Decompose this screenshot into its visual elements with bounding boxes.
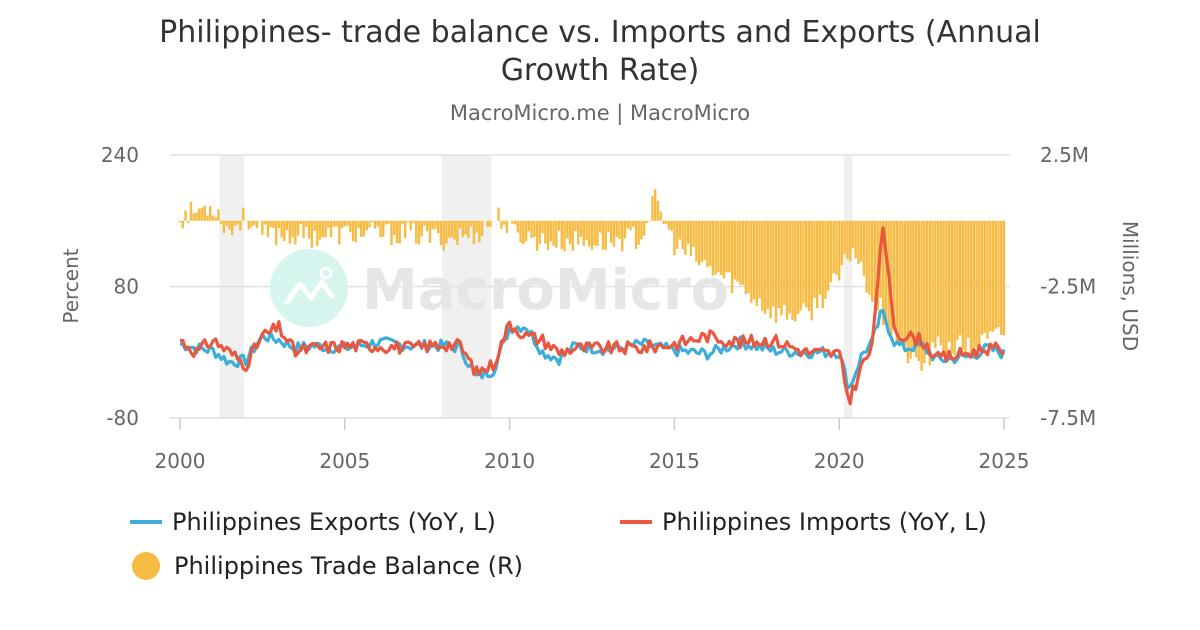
x-axis-tick-label: 2015 — [649, 449, 700, 473]
chart-title-line1: Philippines- trade balance vs. Imports a… — [159, 15, 1041, 50]
right-axis-tick-label: 2.5M — [1040, 143, 1089, 167]
chart-subtitle: MacroMicro.me | MacroMicro — [449, 101, 751, 125]
left-axis-tick-label: 240 — [101, 143, 139, 167]
trade-balance-bars — [178, 189, 1006, 372]
axes: 240 80 -80 2.5M -2.5M -7.5M 2000 2005 2010 2015 20… — [101, 143, 1096, 473]
exports-line — [179, 308, 1006, 391]
trade-balance-dot-icon — [132, 552, 160, 580]
watermark: MacroMicro — [270, 249, 729, 327]
left-axis-tick-label: 80 — [114, 275, 139, 299]
chart-title: Philippines- trade balance vs. Imports a… — [0, 14, 1200, 90]
legend-item-exports[interactable]: Philippines Exports (YoY, L) — [130, 508, 496, 536]
left-axis-title: Percent — [59, 248, 83, 323]
right-axis-tick-label: -7.5M — [1040, 406, 1096, 430]
x-axis-tick-label: 2010 — [484, 449, 535, 473]
legend-label-trade-balance: Philippines Trade Balance (R) — [174, 552, 524, 580]
watermark-text: MacroMicro — [362, 258, 729, 323]
left-axis-tick-label: -80 — [106, 406, 139, 430]
imports-line-swatch-icon — [620, 520, 652, 524]
legend-label-exports: Philippines Exports (YoY, L) — [172, 508, 496, 536]
imports-line — [179, 226, 1005, 406]
right-axis-title: Millions, USD — [1118, 221, 1142, 351]
macromicro-logo-icon — [270, 249, 348, 327]
exports-line-swatch-icon — [130, 520, 162, 524]
x-axis-tick-label: 2005 — [319, 449, 370, 473]
x-axis-tick-label: 2025 — [979, 449, 1030, 473]
chart-title-line2: Growth Rate) — [500, 53, 700, 88]
x-axis-tick-label: 2000 — [155, 449, 206, 473]
legend-item-imports[interactable]: Philippines Imports (YoY, L) — [620, 508, 987, 536]
right-axis-tick-label: -2.5M — [1040, 275, 1096, 299]
x-axis-tick-label: 2020 — [814, 449, 865, 473]
legend-item-trade-balance[interactable]: Philippines Trade Balance (R) — [132, 552, 523, 580]
legend-label-imports: Philippines Imports (YoY, L) — [662, 508, 987, 536]
